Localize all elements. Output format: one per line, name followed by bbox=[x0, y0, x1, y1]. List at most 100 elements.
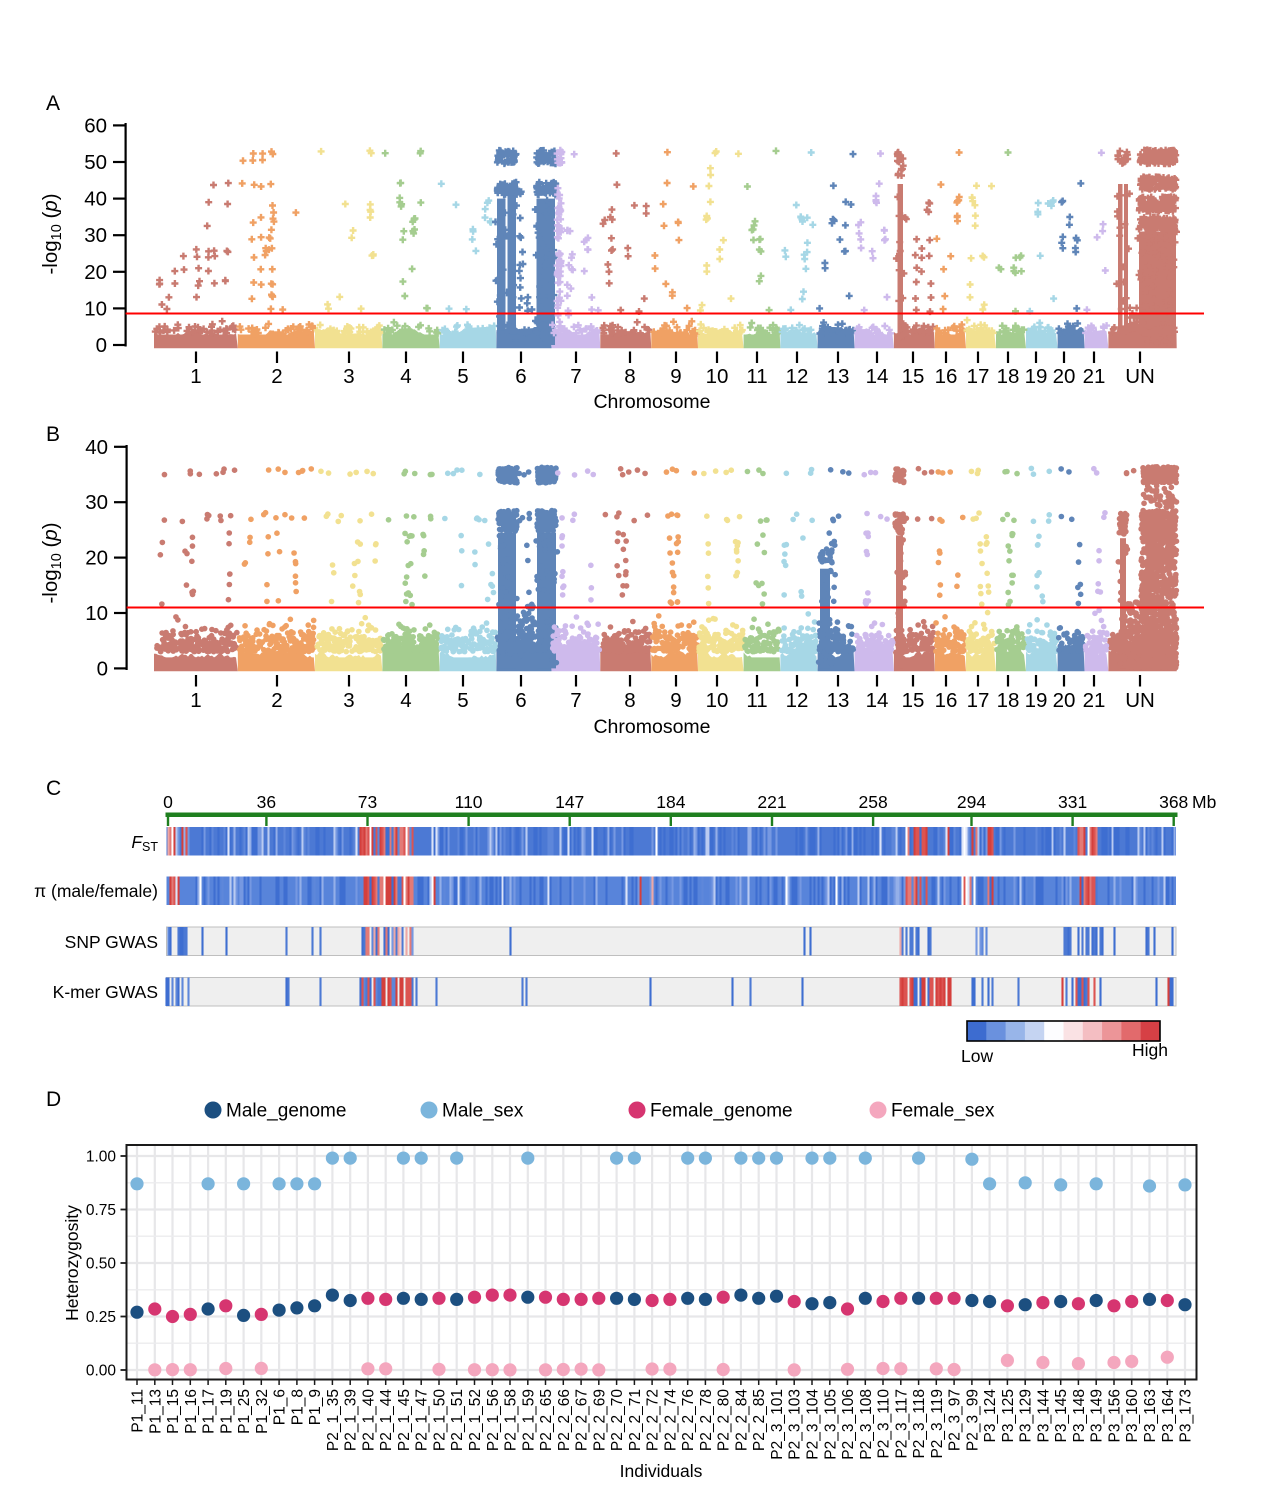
svg-text:P2_3_117: P2_3_117 bbox=[893, 1389, 910, 1459]
svg-text:P1_9: P1_9 bbox=[307, 1389, 324, 1425]
svg-text:0: 0 bbox=[163, 792, 173, 812]
svg-text:P2_3_108: P2_3_108 bbox=[858, 1389, 875, 1460]
svg-text:-log10 (p): -log10 (p) bbox=[39, 193, 65, 274]
svg-text:P3_145: P3_145 bbox=[1053, 1389, 1070, 1442]
svg-text:11: 11 bbox=[746, 689, 767, 712]
svg-text:16: 16 bbox=[935, 689, 958, 712]
svg-text:P2_3_104: P2_3_104 bbox=[805, 1389, 822, 1460]
svg-text:0: 0 bbox=[96, 334, 107, 357]
svg-text:P2_3_97: P2_3_97 bbox=[947, 1389, 964, 1451]
svg-text:P2_3_118: P2_3_118 bbox=[911, 1389, 928, 1459]
svg-text:50: 50 bbox=[84, 151, 107, 174]
svg-text:P2_1_51: P2_1_51 bbox=[449, 1389, 466, 1451]
svg-text:P3_160: P3_160 bbox=[1124, 1389, 1141, 1443]
svg-text:C: C bbox=[46, 777, 61, 800]
svg-text:221: 221 bbox=[757, 792, 786, 812]
svg-text:Chromosome: Chromosome bbox=[593, 391, 710, 413]
svg-text:P3_149: P3_149 bbox=[1089, 1389, 1106, 1442]
svg-text:0.00: 0.00 bbox=[86, 1363, 117, 1380]
svg-text:331: 331 bbox=[1058, 792, 1087, 812]
svg-text:60: 60 bbox=[84, 114, 107, 137]
svg-text:18: 18 bbox=[997, 689, 1020, 712]
svg-text:21: 21 bbox=[1083, 365, 1106, 388]
svg-text:9: 9 bbox=[670, 365, 681, 388]
svg-text:Male_sex: Male_sex bbox=[442, 1101, 524, 1122]
svg-text:P2_2_65: P2_2_65 bbox=[538, 1389, 555, 1451]
svg-text:4: 4 bbox=[400, 689, 411, 712]
svg-text:368: 368 bbox=[1159, 792, 1188, 812]
svg-text:P2_2_74: P2_2_74 bbox=[662, 1389, 679, 1451]
svg-text:P3_156: P3_156 bbox=[1107, 1389, 1124, 1442]
svg-text:P3_163: P3_163 bbox=[1142, 1389, 1159, 1442]
svg-text:0.50: 0.50 bbox=[86, 1256, 117, 1273]
svg-text:P3_125: P3_125 bbox=[1000, 1389, 1017, 1442]
svg-text:17: 17 bbox=[967, 365, 990, 388]
svg-text:P1_11: P1_11 bbox=[130, 1389, 147, 1433]
svg-text:P1_19: P1_19 bbox=[218, 1389, 235, 1434]
svg-text:P2_2_71: P2_2_71 bbox=[627, 1389, 644, 1451]
svg-text:3: 3 bbox=[343, 689, 354, 712]
svg-text:P2_2_72: P2_2_72 bbox=[645, 1389, 662, 1451]
svg-text:15: 15 bbox=[902, 689, 925, 712]
svg-text:6: 6 bbox=[515, 689, 526, 712]
svg-text:5: 5 bbox=[457, 689, 468, 712]
svg-text:P1_17: P1_17 bbox=[201, 1389, 218, 1434]
svg-text:P2_2_80: P2_2_80 bbox=[716, 1389, 733, 1451]
svg-text:Chromosome: Chromosome bbox=[593, 716, 710, 738]
svg-text:P2_1_50: P2_1_50 bbox=[432, 1389, 449, 1451]
svg-text:P1_25: P1_25 bbox=[236, 1389, 253, 1434]
svg-text:20: 20 bbox=[1053, 689, 1076, 712]
svg-text:P1_13: P1_13 bbox=[147, 1389, 164, 1434]
svg-text:P3_148: P3_148 bbox=[1071, 1389, 1088, 1442]
svg-text:Male_genome: Male_genome bbox=[226, 1101, 346, 1122]
svg-text:P2_1_52: P2_1_52 bbox=[467, 1389, 484, 1451]
svg-text:Female_sex: Female_sex bbox=[891, 1101, 995, 1122]
svg-text:12: 12 bbox=[786, 689, 809, 712]
svg-text:20: 20 bbox=[84, 261, 107, 284]
svg-text:D: D bbox=[46, 1088, 61, 1111]
svg-text:P2_1_59: P2_1_59 bbox=[520, 1389, 537, 1451]
svg-text:P2_2_69: P2_2_69 bbox=[591, 1389, 608, 1451]
svg-text:P2_3_101: P2_3_101 bbox=[769, 1389, 786, 1460]
svg-text:P3_173: P3_173 bbox=[1178, 1389, 1195, 1442]
svg-text:12: 12 bbox=[786, 365, 809, 388]
svg-text:1: 1 bbox=[190, 365, 201, 388]
svg-text:P2_2_78: P2_2_78 bbox=[698, 1389, 715, 1451]
svg-text:P2_1_39: P2_1_39 bbox=[343, 1389, 360, 1451]
svg-text:P2_1_44: P2_1_44 bbox=[378, 1389, 395, 1451]
svg-text:P1_15: P1_15 bbox=[165, 1389, 182, 1434]
svg-text:Individuals: Individuals bbox=[620, 1461, 703, 1481]
svg-text:P2_3_110: P2_3_110 bbox=[876, 1389, 893, 1459]
svg-text:P1_32: P1_32 bbox=[254, 1389, 271, 1434]
svg-text:20: 20 bbox=[85, 547, 108, 570]
svg-text:0.75: 0.75 bbox=[86, 1202, 116, 1219]
svg-text:18: 18 bbox=[997, 365, 1020, 388]
svg-text:P1_16: P1_16 bbox=[183, 1389, 200, 1434]
svg-text:Mb: Mb bbox=[1192, 792, 1216, 812]
svg-text:6: 6 bbox=[515, 365, 526, 388]
svg-text:11: 11 bbox=[746, 365, 767, 388]
svg-text:10: 10 bbox=[706, 689, 729, 712]
svg-text:P2_3_105: P2_3_105 bbox=[822, 1389, 839, 1460]
svg-text:SNP GWAS: SNP GWAS bbox=[65, 932, 158, 952]
svg-text:40: 40 bbox=[85, 436, 108, 459]
svg-text:Low: Low bbox=[961, 1046, 993, 1066]
svg-text:73: 73 bbox=[358, 792, 377, 812]
svg-text:P3_124: P3_124 bbox=[982, 1389, 999, 1443]
svg-text:294: 294 bbox=[957, 792, 986, 812]
svg-text:4: 4 bbox=[400, 365, 411, 388]
svg-text:P2_2_84: P2_2_84 bbox=[733, 1389, 750, 1451]
svg-text:0.25: 0.25 bbox=[86, 1309, 116, 1326]
svg-text:147: 147 bbox=[555, 792, 584, 812]
svg-text:P2_3_103: P2_3_103 bbox=[787, 1389, 804, 1460]
svg-text:0: 0 bbox=[97, 657, 108, 680]
svg-text:184: 184 bbox=[656, 792, 685, 812]
svg-text:P2_2_70: P2_2_70 bbox=[609, 1389, 626, 1451]
svg-text:14: 14 bbox=[866, 365, 889, 388]
svg-text:14: 14 bbox=[866, 689, 889, 712]
svg-text:9: 9 bbox=[670, 689, 681, 712]
svg-text:P3_129: P3_129 bbox=[1018, 1389, 1035, 1442]
svg-text:36: 36 bbox=[257, 792, 276, 812]
svg-text:-log10 (p): -log10 (p) bbox=[39, 522, 65, 603]
svg-text:P2_1_47: P2_1_47 bbox=[414, 1389, 431, 1451]
